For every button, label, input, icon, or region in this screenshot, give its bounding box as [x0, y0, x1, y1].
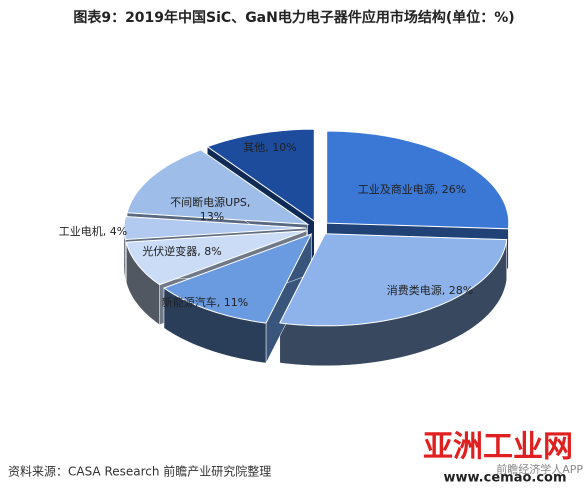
data-label: 工业及商业电源, 26% — [358, 182, 466, 196]
slice — [326, 130, 510, 230]
data-label: 光伏逆变器, 8% — [142, 244, 221, 258]
slice — [125, 230, 307, 286]
chart-title: 图表9：2019年中国SiC、GaN电力电子器件应用市场结构(单位：%) — [73, 9, 514, 26]
data-label: 其他, 10% — [243, 141, 296, 154]
slice — [279, 233, 508, 327]
source: 资料来源：CASA Research 前瞻产业研究院整理 — [8, 464, 271, 479]
data-label: 消费类电源, 28% — [387, 283, 473, 297]
data-label-line: 消费类电源, 28% — [387, 283, 473, 297]
data-label-line: 其他, 10% — [243, 141, 296, 154]
data-label: 新能源汽车, 11% — [162, 295, 248, 309]
data-label: 不间断电源UPS, 13% — [170, 195, 254, 223]
pie — [123, 128, 510, 367]
slice — [162, 233, 313, 324]
slice — [206, 128, 315, 223]
logo-url: www.cemao.com — [443, 471, 566, 486]
data-label-line: 工业电机, 4% — [59, 224, 127, 238]
logo: 亚洲工业网 — [423, 430, 573, 465]
data-label-line: 不间断电源UPS, — [170, 195, 254, 209]
app-watermark: 前瞻经济学人APP — [496, 462, 583, 476]
data-label-line: 新能源汽车, 11% — [162, 295, 248, 309]
slice — [123, 215, 307, 241]
data-label-line: 光伏逆变器, 8% — [142, 244, 221, 258]
labels: 工业及商业电源, 26% 消费类电源, 28% 新能源汽车, 11% 光伏逆变器, 8… — [59, 141, 473, 309]
data-label-line: 工业及商业电源, 26% — [358, 182, 466, 196]
data-label: 工业电机, 4% — [59, 224, 127, 238]
slice — [126, 149, 310, 225]
data-label-line: 13% — [200, 210, 224, 223]
